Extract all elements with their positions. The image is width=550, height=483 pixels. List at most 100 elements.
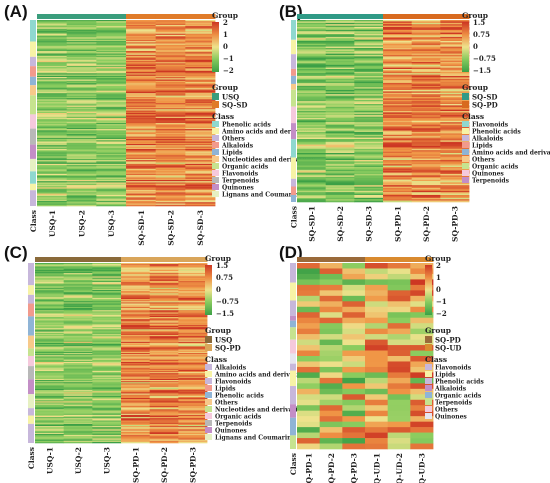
heatmap-cell xyxy=(121,292,151,294)
heatmap-cell xyxy=(155,192,186,194)
heatmap-cell xyxy=(35,276,65,278)
heatmap-cell xyxy=(126,111,157,114)
heatmap-cell xyxy=(155,38,186,41)
heatmap-cell xyxy=(387,295,411,302)
heatmap-cell xyxy=(155,49,186,52)
heatmap-cell xyxy=(35,333,65,336)
heatmap-cell xyxy=(63,319,93,321)
heatmap-cell xyxy=(319,350,343,357)
heatmap-cell xyxy=(121,416,151,418)
heatmap-cell xyxy=(96,80,127,83)
color-scale-title: Group xyxy=(212,11,238,20)
heatmap-cell xyxy=(63,341,93,344)
heatmap-cell xyxy=(297,31,327,33)
heatmap-cell xyxy=(410,334,434,340)
heatmap-cell xyxy=(440,95,470,98)
heatmap-cell xyxy=(178,274,208,276)
heatmap-cell xyxy=(63,320,93,322)
heatmap-cell xyxy=(383,109,413,112)
heatmap-cell xyxy=(126,144,157,146)
heatmap-cell xyxy=(92,336,122,338)
heatmap-cells xyxy=(35,263,208,444)
heatmap-cell xyxy=(383,99,413,102)
heatmap-cell xyxy=(149,438,179,440)
heatmap-cell xyxy=(35,354,65,356)
heatmap-cell xyxy=(149,285,179,287)
heatmap-cell xyxy=(149,365,179,367)
class-bar-segment xyxy=(290,417,296,436)
heatmap-cell xyxy=(185,60,216,63)
heatmap-cell xyxy=(37,85,68,88)
heatmap-cell xyxy=(178,399,208,401)
heatmap-cell xyxy=(440,21,470,24)
heatmap-cell xyxy=(121,344,151,346)
heatmap-cell xyxy=(63,336,93,338)
heatmap-cell xyxy=(297,388,321,395)
heatmap-cell xyxy=(35,427,65,429)
heatmap-cell xyxy=(35,434,65,436)
heatmap-cell xyxy=(126,64,157,67)
heatmap-cell xyxy=(63,369,93,372)
heatmap-cell xyxy=(297,317,321,324)
heatmap-cell xyxy=(383,116,413,119)
heatmap-cell xyxy=(35,296,65,299)
heatmap-cell xyxy=(411,130,441,133)
group-legend-swatch xyxy=(205,336,212,343)
heatmap-cell xyxy=(126,182,157,184)
heatmap-cell xyxy=(96,96,127,99)
heatmap-cell xyxy=(63,311,93,313)
heatmap-cell xyxy=(96,142,127,145)
heatmap-cell xyxy=(92,285,122,287)
group-legend-label: USQ xyxy=(222,93,239,102)
column-label: SQ-UD-3 xyxy=(418,453,427,483)
heatmap-cell xyxy=(319,339,343,346)
heatmap-cell xyxy=(440,112,470,115)
heatmap-cell xyxy=(126,110,157,113)
heatmap-cell xyxy=(155,181,186,183)
heatmap-cell xyxy=(66,114,97,116)
heatmap-cell xyxy=(92,409,122,411)
heatmap-cell xyxy=(178,381,208,383)
heatmap-cell xyxy=(96,28,127,31)
heatmap-cell xyxy=(66,96,97,99)
heatmap-cell xyxy=(297,126,327,129)
heatmap-cell xyxy=(383,101,413,103)
heatmap-cell xyxy=(185,91,216,94)
heatmap-cell xyxy=(365,372,389,379)
heatmap-cell xyxy=(66,141,97,144)
heatmap-cell xyxy=(440,139,470,141)
heatmap-cell xyxy=(149,402,179,404)
heatmap-cell xyxy=(155,86,186,89)
heatmap-cell xyxy=(297,76,327,78)
heatmap-cell xyxy=(383,102,413,105)
heatmap-cell xyxy=(178,367,208,370)
heatmap-cell xyxy=(325,143,355,145)
heatmap-cell xyxy=(297,25,327,28)
group-bar-cell xyxy=(365,257,389,262)
heatmap-cell xyxy=(121,392,151,394)
heatmap-cell xyxy=(185,152,216,155)
heatmap-cell xyxy=(66,135,97,137)
heatmap-cell xyxy=(185,175,216,177)
heatmap-cell xyxy=(35,336,65,338)
heatmap-cell xyxy=(155,117,186,120)
heatmap-cell xyxy=(121,386,151,389)
heatmap-cell xyxy=(297,129,327,131)
heatmap-cell xyxy=(149,292,179,294)
heatmap-cell xyxy=(178,425,208,427)
heatmap-cell xyxy=(178,339,208,341)
heatmap-cell xyxy=(96,167,127,170)
heatmap-cell xyxy=(325,118,355,120)
class-legend-swatch xyxy=(212,128,219,134)
heatmap-cell xyxy=(126,69,157,72)
heatmap-cell xyxy=(126,188,157,191)
heatmap-cell xyxy=(185,203,216,206)
column-label: SQ-SD-1 xyxy=(307,206,316,242)
heatmap-cell xyxy=(121,273,151,275)
class-bar-segment xyxy=(290,282,296,301)
heatmap-cell xyxy=(126,82,157,84)
heatmap-cell xyxy=(126,90,157,93)
heatmap-cell xyxy=(66,77,97,79)
heatmap-cell xyxy=(185,38,216,41)
heatmap-cell xyxy=(297,139,327,141)
